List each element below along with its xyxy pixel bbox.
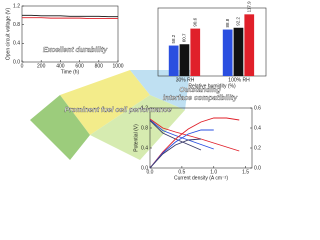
plot-area: [157, 7, 267, 77]
x-tick-label: 400: [56, 63, 65, 69]
annotation: Outstanding: [179, 87, 221, 94]
annotation: interface compatibility: [163, 95, 238, 102]
x-axis-label: Time (h): [61, 69, 80, 75]
series-line: [22, 17, 118, 20]
series-line: [149, 129, 214, 169]
x-tick-label: 30% RH: [176, 77, 195, 83]
bar-value-label: 92.2: [236, 17, 241, 26]
bar: [168, 45, 179, 76]
plot-area: [21, 5, 119, 63]
y-tick-label: 0.4: [141, 145, 148, 151]
bar: [233, 27, 244, 76]
y-axis-label: Potential (V): [133, 124, 139, 152]
y2-tick-label: 0.2: [254, 145, 261, 151]
light-patch: [90, 95, 185, 160]
y-tick-label: 0.0: [141, 165, 148, 171]
x-axis-label: Relative humidity (%): [188, 83, 236, 89]
x-tick-label: 200: [37, 63, 46, 69]
bar-value-label: 117.9: [246, 1, 251, 12]
annotation: Excellent durability: [43, 47, 108, 54]
x-axis-label: Current density (A cm⁻²): [174, 175, 228, 181]
x-tick-label: 100% RH: [228, 77, 250, 83]
y-tick-label: 0.8: [13, 22, 20, 28]
y2-tick-label: 0.4: [254, 125, 261, 131]
y-axis-label: Open circuit voltage (V): [5, 8, 11, 61]
graphical-abstract: 0.0 0.4 0.8 1.2 0 200 400 600 800 1000 Time (h) Ope…: [5, 1, 267, 181]
bar-value-label: 90.6: [192, 17, 197, 26]
y2-tick-label: 0.6: [254, 105, 261, 111]
x-tick-label: 1000: [112, 63, 123, 69]
x-tick-label: 0.5: [178, 169, 185, 175]
bar-value-label: 88.8: [225, 18, 230, 27]
bar: [190, 28, 201, 76]
series-line: [149, 138, 202, 169]
x-tick-label: 1.5: [242, 169, 249, 175]
y-tick-label: 0.0: [13, 59, 20, 65]
y2-tick-label: 0.0: [254, 165, 261, 171]
annotation: Prominent fuel cell performance: [65, 107, 172, 114]
y-tick-label: 0.8: [141, 125, 148, 131]
x-tick-label: 0: [21, 63, 24, 69]
bar-value-label: 60.7: [182, 33, 187, 42]
bar: [222, 29, 233, 76]
x-tick-label: 600: [75, 63, 84, 69]
x-tick-label: 0.0: [147, 169, 154, 175]
plot-area: [149, 107, 253, 169]
center-patch: [60, 70, 150, 135]
y-tick-label: 0.4: [13, 41, 20, 47]
bar-value-label: 58.2: [171, 34, 176, 43]
green-patch: [30, 95, 90, 160]
y-tick-label: 1.2: [141, 105, 148, 111]
blue-patch: [130, 70, 190, 110]
bar: [244, 14, 255, 76]
series-line: [149, 118, 240, 152]
series-line: [22, 14, 118, 18]
x-tick-label: 1.0: [210, 169, 217, 175]
series-line: [149, 117, 240, 169]
bar: [179, 44, 190, 76]
x-tick-label: 800: [95, 63, 104, 69]
y-tick-label: 1.2: [13, 3, 20, 9]
